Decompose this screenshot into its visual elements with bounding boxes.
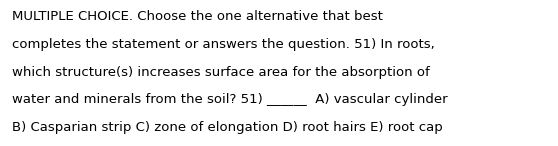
Text: MULTIPLE CHOICE. Choose the one alternative that best: MULTIPLE CHOICE. Choose the one alternat…: [12, 10, 383, 23]
Text: water and minerals from the soil? 51) ______  A) vascular cylinder: water and minerals from the soil? 51) __…: [12, 93, 448, 106]
Text: completes the statement or answers the question. 51) In roots,: completes the statement or answers the q…: [12, 38, 435, 51]
Text: B) Casparian strip C) zone of elongation D) root hairs E) root cap: B) Casparian strip C) zone of elongation…: [12, 121, 443, 134]
Text: which structure(s) increases surface area for the absorption of: which structure(s) increases surface are…: [12, 66, 430, 79]
